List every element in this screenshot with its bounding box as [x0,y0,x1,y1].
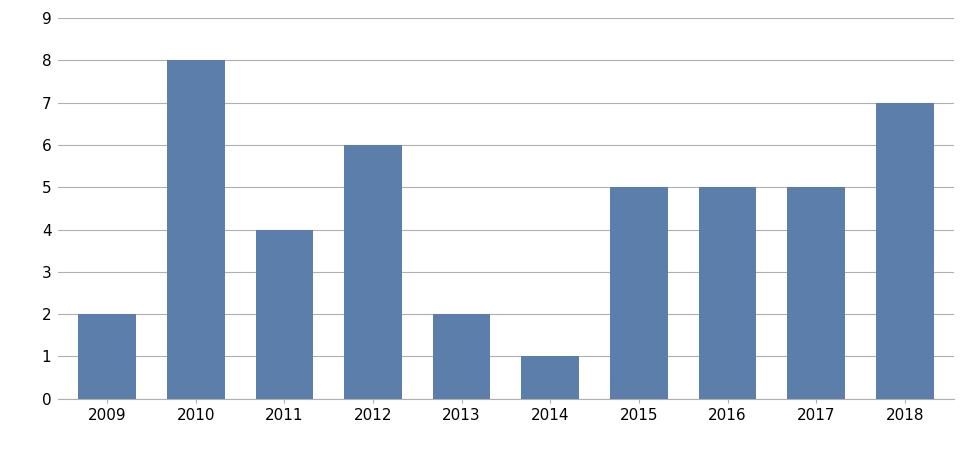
Bar [876,103,934,399]
Bar [610,187,667,399]
Bar [787,187,845,399]
Bar [256,230,313,399]
Bar [344,145,402,399]
Bar [78,314,136,399]
Bar [699,187,756,399]
Bar [433,314,490,399]
Bar [522,357,579,399]
Bar [167,60,225,399]
